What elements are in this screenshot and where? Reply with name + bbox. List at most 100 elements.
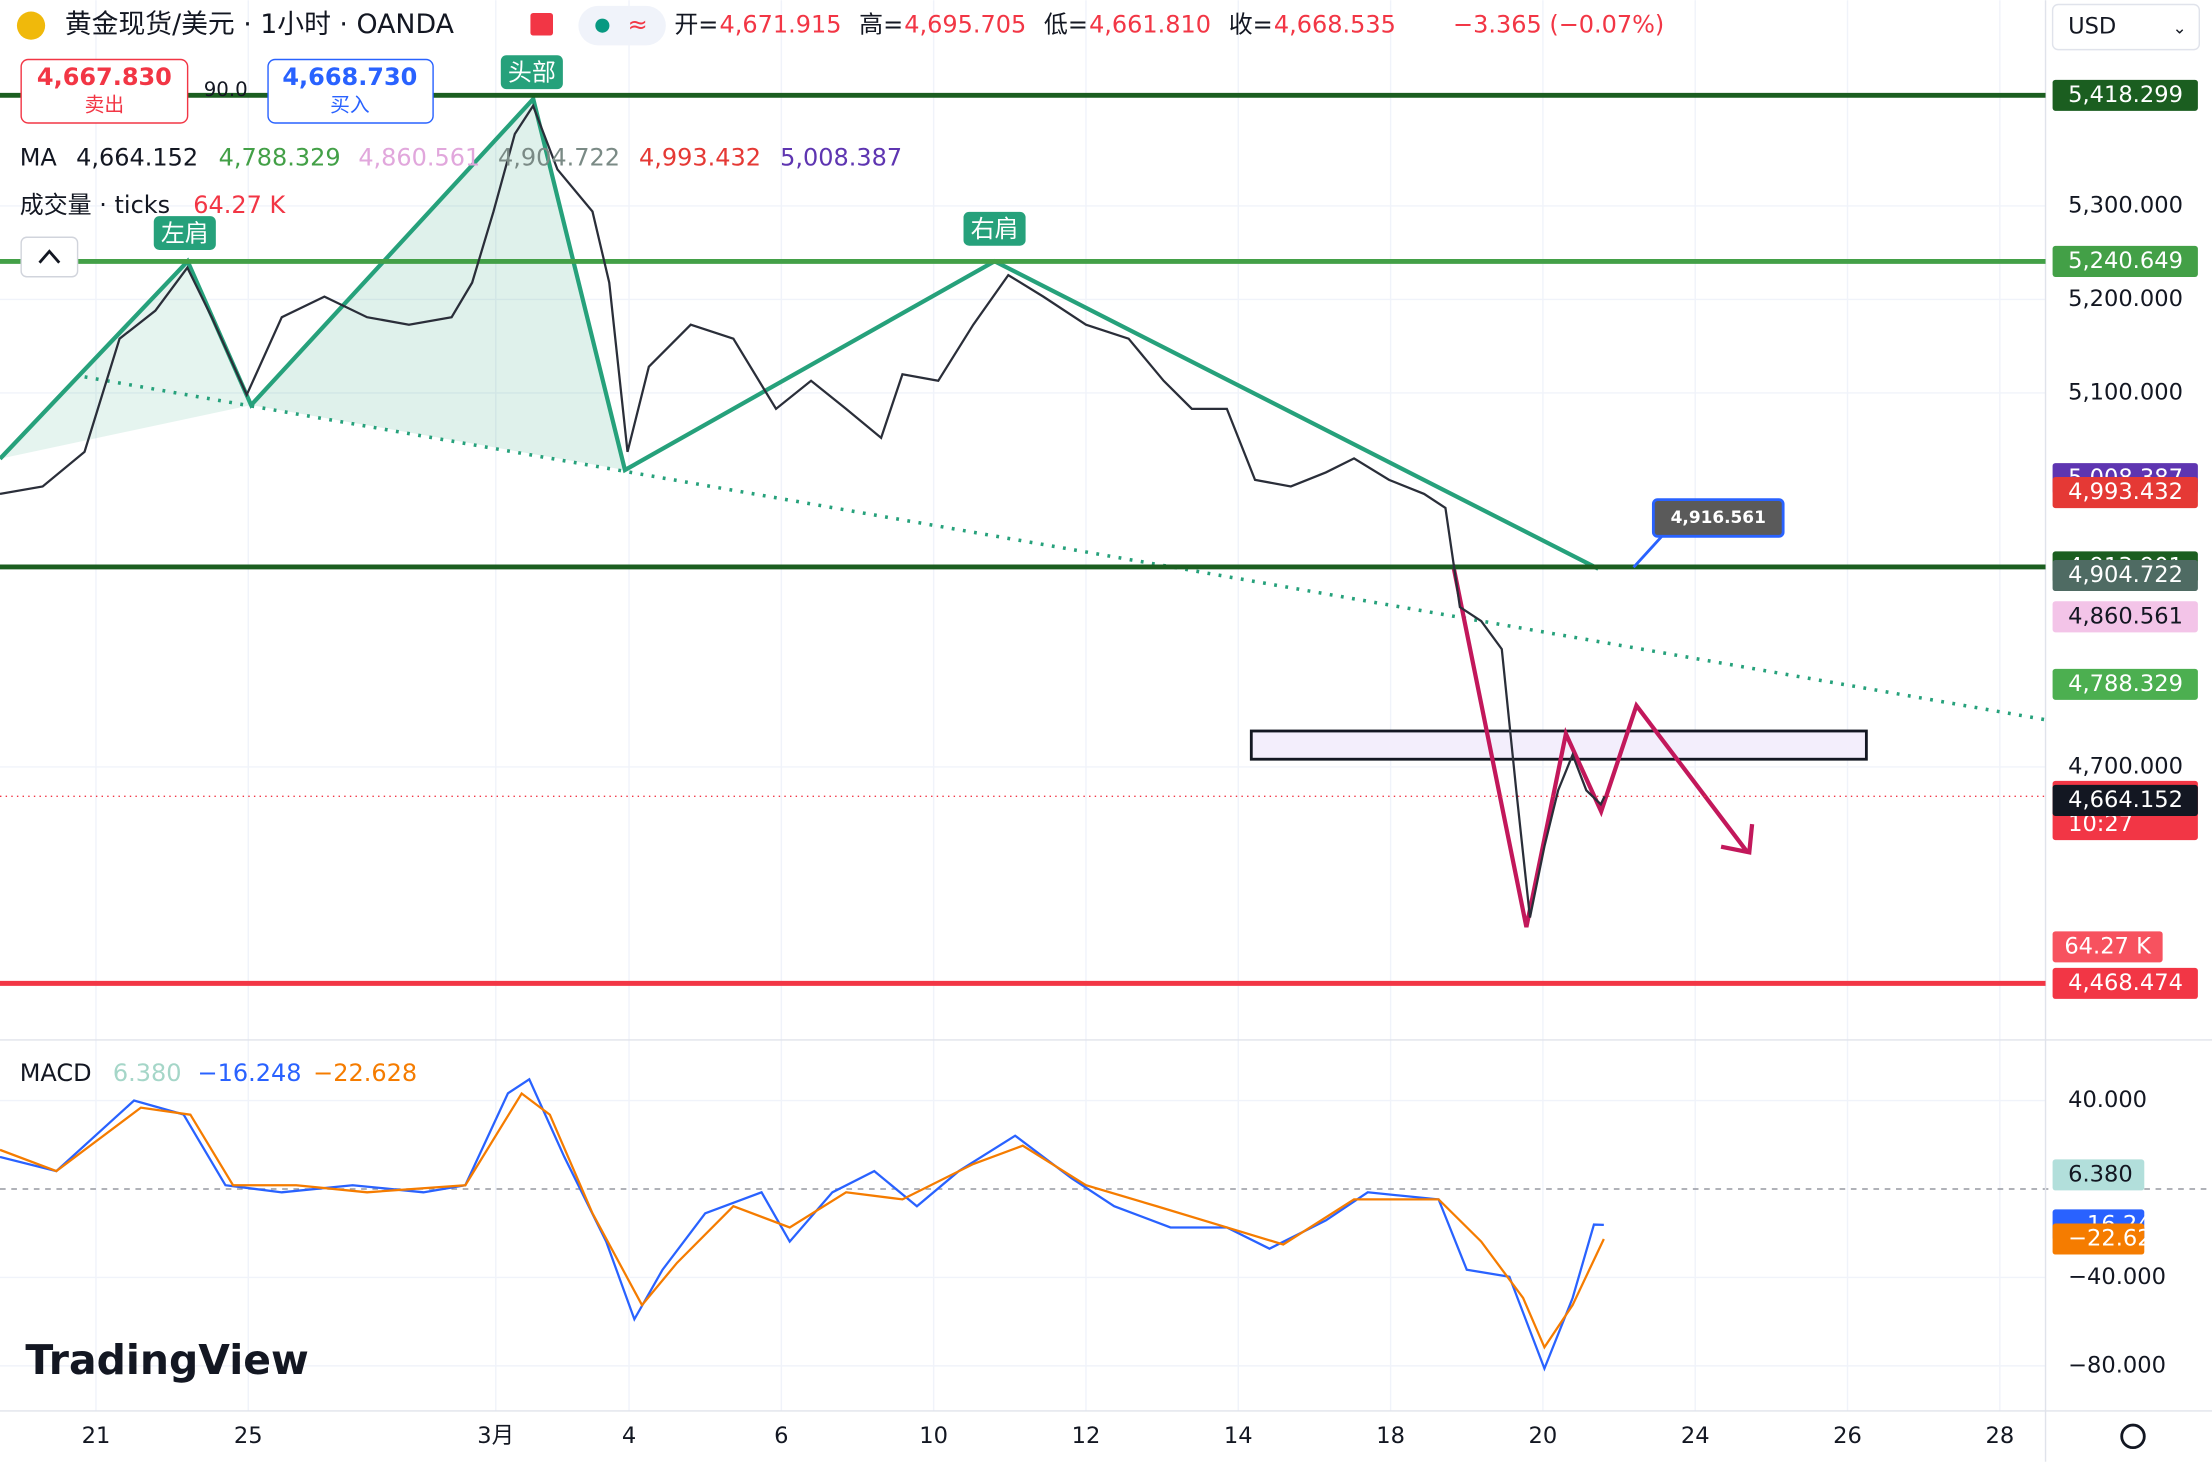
ohlc: 开= 4,671.915 高= 4,695.705 低= 4,661.810 收= 4,668… bbox=[674, 11, 1396, 39]
symbol-icon bbox=[16, 11, 46, 40]
price-label-box bbox=[2052, 477, 2198, 509]
x-tick-label: 3月 bbox=[477, 1423, 514, 1449]
x-tick-label: 21 bbox=[82, 1423, 111, 1449]
macd-label: −22.628 bbox=[2068, 1226, 2166, 1252]
annotation: 头部 bbox=[508, 59, 556, 87]
price-label: 4,904.722 bbox=[2068, 562, 2183, 588]
label-box bbox=[500, 55, 563, 90]
plot bbox=[0, 92, 2046, 1372]
buy-label[interactable]: 买入 bbox=[330, 94, 370, 117]
x-tick-label: 25 bbox=[234, 1423, 263, 1449]
signal-line bbox=[0, 1091, 1605, 1350]
y-tick-label: 4,700.000 bbox=[2068, 753, 2183, 779]
volume-marker: 64.27 K bbox=[2064, 933, 2152, 959]
price-label-box bbox=[2052, 601, 2198, 633]
ma-value: 4,860.561 bbox=[358, 143, 480, 171]
price-label: 4,664.152 bbox=[2068, 787, 2183, 813]
ohlc-label: 高= bbox=[859, 11, 903, 39]
y-tick-label: 5,300.000 bbox=[2068, 192, 2183, 218]
label-box bbox=[153, 216, 216, 250]
ohlc-value: 4,671.915 bbox=[719, 11, 841, 39]
ohlc-label: 低= bbox=[1044, 11, 1088, 39]
currency-button[interactable] bbox=[2051, 3, 2201, 51]
ma-value: 5,008.387 bbox=[780, 143, 902, 171]
ohlc-value: 4,661.810 bbox=[1089, 11, 1211, 39]
ma-value: 4,664.152 bbox=[76, 143, 198, 171]
ma-value: 4,788.329 bbox=[219, 143, 341, 171]
x-tick-label: 14 bbox=[1224, 1423, 1253, 1449]
price-label: 4,860.561 bbox=[2068, 603, 2183, 629]
ohlc-label: 开= bbox=[674, 11, 718, 39]
price-label: 4,993.432 bbox=[2068, 479, 2183, 505]
macd-label: 6.380 bbox=[2068, 1161, 2133, 1187]
x-tick-label: 20 bbox=[1529, 1423, 1558, 1449]
volume-legend-name: 成交量 · ticks bbox=[20, 191, 170, 219]
y-tick-label: 5,100.000 bbox=[2068, 379, 2183, 405]
volume-legend-value: 64.27 K bbox=[193, 191, 286, 219]
axes: 5,300.000 5,200.000 5,100.000 4,700.000 21 25… bbox=[82, 79, 2198, 1449]
macd-legend: 6.380 −16.248 −22.628 bbox=[113, 1059, 417, 1087]
callout-box bbox=[1651, 498, 1785, 538]
currency[interactable]: USD bbox=[2068, 14, 2116, 40]
price-label-box bbox=[2052, 668, 2198, 700]
y-tick-label: −40.000 bbox=[2068, 1264, 2166, 1290]
ma-value: 4,993.432 bbox=[639, 143, 761, 171]
neckline bbox=[84, 375, 2046, 722]
grid bbox=[0, 0, 2212, 1411]
head-fill bbox=[251, 99, 625, 471]
price-label-box bbox=[2052, 967, 2198, 999]
spread: 90.0 bbox=[204, 78, 248, 101]
label-box bbox=[963, 211, 1026, 246]
x-tick-label: 26 bbox=[1833, 1423, 1862, 1449]
x-tick-label: 24 bbox=[1681, 1423, 1710, 1449]
buy-price[interactable]: 4,668.730 bbox=[282, 63, 417, 91]
sell-label[interactable]: 卖出 bbox=[85, 94, 125, 117]
y-tick-label: 40.000 bbox=[2068, 1087, 2147, 1113]
dropdown-caret: ⌄ bbox=[2173, 17, 2187, 37]
x-tick-label: 4 bbox=[622, 1423, 636, 1449]
ma-legend-name: MA bbox=[20, 143, 58, 171]
x-tick-label: 6 bbox=[774, 1423, 788, 1449]
y-tick-label: 5,200.000 bbox=[2068, 286, 2183, 312]
buy-button[interactable] bbox=[267, 58, 434, 124]
annotation: 右肩 bbox=[971, 215, 1019, 243]
status-dot bbox=[595, 18, 610, 33]
macd-value: 6.380 bbox=[113, 1059, 182, 1087]
collapse-button[interactable] bbox=[20, 236, 79, 278]
change: −3.365 (−0.07%) bbox=[1453, 11, 1664, 39]
price-label-box bbox=[2052, 79, 2198, 111]
flag-icon[interactable] bbox=[530, 12, 553, 36]
price-label-box bbox=[2052, 245, 2198, 277]
price-label: 5,240.649 bbox=[2068, 248, 2183, 274]
sell-price[interactable]: 4,667.830 bbox=[37, 63, 172, 91]
status-pill[interactable] bbox=[578, 5, 666, 46]
symbol-title: 黄金现货/美元 · 1小时 · OANDA bbox=[65, 9, 455, 40]
price-label: 5,418.299 bbox=[2068, 82, 2183, 108]
price-label-box bbox=[2052, 560, 2198, 592]
price-line bbox=[0, 103, 1606, 918]
status-icon: ≈ bbox=[628, 11, 648, 39]
zone-box bbox=[1249, 729, 1868, 761]
macd-label-box bbox=[2052, 1159, 2145, 1191]
callout-pointer bbox=[1632, 535, 1663, 569]
settings-icon[interactable] bbox=[2120, 1423, 2146, 1450]
macd-value: −16.248 bbox=[198, 1059, 302, 1087]
macd-label-box bbox=[2052, 1223, 2145, 1255]
x-tick-label: 10 bbox=[919, 1423, 948, 1449]
macd-value: −22.628 bbox=[313, 1059, 417, 1087]
macd-legend-name: MACD bbox=[20, 1059, 92, 1087]
annotation: 左肩 bbox=[161, 219, 209, 247]
collapse-icon bbox=[38, 249, 61, 264]
callout: 4,916.561 bbox=[1671, 507, 1766, 527]
y-tick-label: −80.000 bbox=[2068, 1352, 2166, 1378]
x-tick-label: 28 bbox=[1985, 1423, 2014, 1449]
sell-button[interactable] bbox=[20, 58, 189, 124]
ma-legend: 4,664.152 4,788.329 4,860.561 4,904.722 4,99… bbox=[76, 143, 902, 171]
volume-marker-box bbox=[2052, 931, 2163, 963]
price-label: 4,468.474 bbox=[2068, 970, 2183, 996]
arrow-head bbox=[1720, 823, 1755, 855]
price-label: 4,788.329 bbox=[2068, 671, 2183, 697]
ohlc-label: 收= bbox=[1229, 11, 1273, 39]
